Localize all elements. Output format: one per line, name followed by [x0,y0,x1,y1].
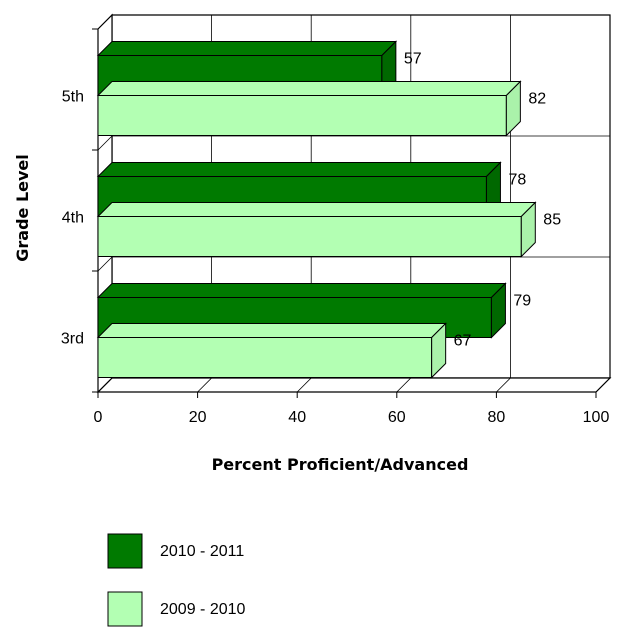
y-tick-labels: 5th 4th 3rd [61,89,84,348]
y-tick-label: 3rd [61,331,84,348]
bar-top [96,202,537,217]
gridline-floor [496,377,511,393]
value-label: 79 [513,293,531,310]
bar-top [96,41,398,56]
value-label: 85 [543,212,561,229]
x-tick-label: 20 [189,409,207,426]
bar [96,322,447,379]
legend-swatch [107,533,143,569]
y-tick-diag [97,377,113,393]
y-axis-title: Grade Level [13,154,32,262]
x-tick-label: 40 [288,409,306,426]
bar-front [97,216,522,257]
y-tick-diag [97,14,113,30]
bar-side [520,201,536,258]
legend-label: 2010 - 2011 [160,543,244,560]
gridline-floor [396,377,412,393]
bar-side [505,80,521,137]
gridline-floor [595,377,611,393]
bar [96,80,522,137]
bar-top [96,81,522,96]
value-label: 57 [404,51,422,68]
bar-side [490,282,506,339]
bars [96,40,537,379]
bar-side [431,322,447,379]
bar-front [97,337,433,378]
gridline-floor [296,377,312,393]
x-tick-label: 0 [94,409,103,426]
value-label: 67 [454,333,472,350]
y-tick-diag [97,256,113,272]
bar-top [96,162,502,177]
gridline-floor [197,377,212,393]
x-tick-label: 100 [583,409,610,426]
legend: 2010 - 2011 2009 - 2010 [107,533,246,627]
legend-label: 2009 - 2010 [160,601,246,618]
bar-top [96,283,507,298]
legend-swatch [107,591,143,627]
bar [96,282,507,339]
y-tick-label: 5th [62,89,84,106]
value-label: 82 [528,91,546,108]
x-axis-title: Percent Proficient/Advanced [212,455,469,474]
value-label: 78 [508,172,526,189]
bar-top [96,323,447,338]
value-labels: 57 82 78 85 79 67 [404,51,561,350]
y-tick-label: 4th [62,210,84,227]
x-tick-labels: 0 20 40 60 80 100 [94,409,610,426]
x-tick-label: 60 [388,409,406,426]
bar [96,201,537,258]
y-tick-diag [97,135,113,151]
floor [96,377,612,393]
bar-front [97,95,507,136]
x-tick-label: 80 [488,409,506,426]
